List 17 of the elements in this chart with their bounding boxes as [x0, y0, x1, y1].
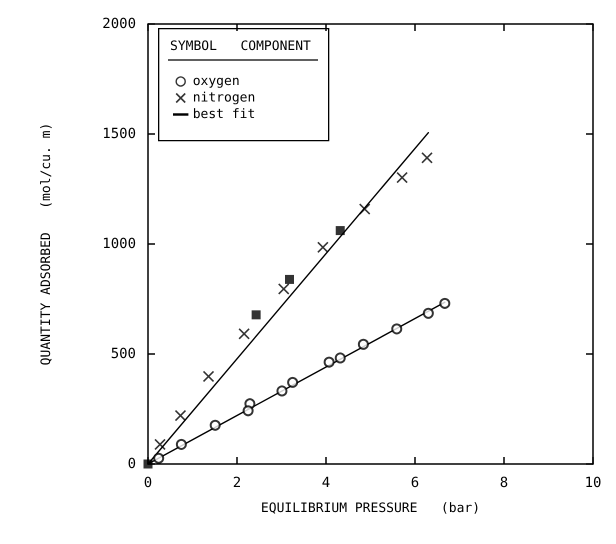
y-tick-label: 0 — [128, 456, 136, 472]
x-tick-label: 10 — [584, 475, 602, 491]
legend-title: SYMBOL COMPONENT — [170, 39, 312, 54]
legend-label: nitrogen — [192, 90, 256, 106]
x-tick-label: 6 — [410, 475, 420, 491]
y-tick-label: 500 — [110, 346, 136, 362]
x-tick-label: 8 — [500, 475, 508, 491]
x-tick-label: 0 — [144, 475, 152, 491]
legend-label: oxygen — [192, 74, 240, 89]
y-tick-label: 2000 — [102, 16, 136, 32]
y-tick-label: 1500 — [102, 126, 136, 142]
x-tick-label: 2 — [232, 475, 242, 491]
x-tick-label: 4 — [322, 475, 330, 491]
y-tick-label: 1000 — [102, 236, 136, 252]
x-axis-title: EQUILIBRIUM PRESSURE (bar) — [260, 501, 480, 516]
legend-label: best fit — [192, 107, 256, 122]
y-axis-title: QUANTITY ADSORBED (mol/cu. m) — [39, 122, 54, 366]
